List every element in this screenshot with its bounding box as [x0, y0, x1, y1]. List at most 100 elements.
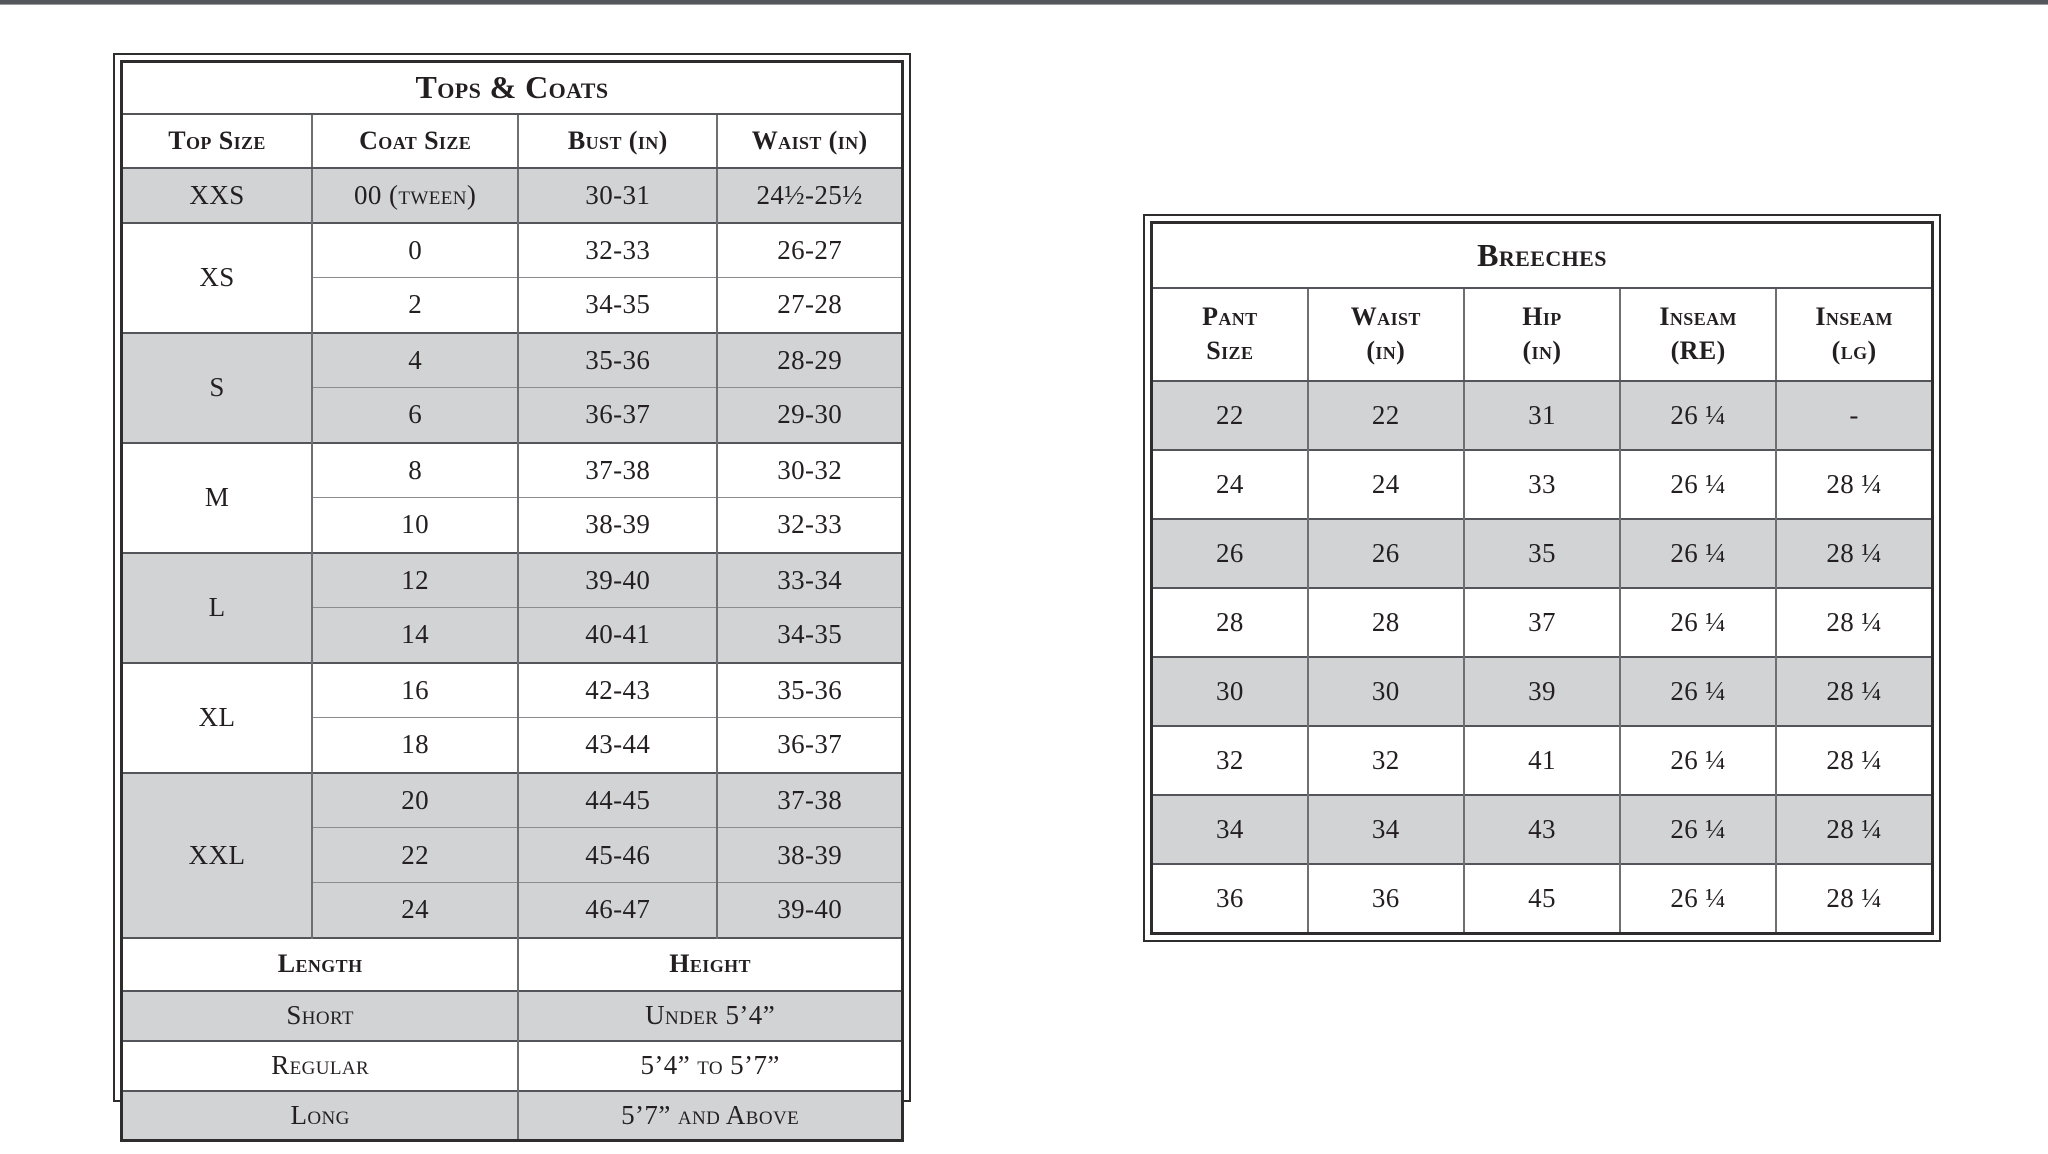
table-cell: -: [1775, 379, 1934, 451]
table-row: XS 0 32-33 26-27: [120, 221, 904, 333]
table-cell: 24: [311, 882, 520, 938]
table-cell: 30: [1306, 656, 1465, 727]
table-row: XL 16 42-43 35-36: [120, 661, 904, 773]
table-cell: 22: [311, 827, 520, 883]
table-cell: 26 ¼: [1619, 863, 1778, 935]
table-cell: 34: [1306, 794, 1465, 865]
column-header: Top Size: [120, 113, 314, 169]
table-cell: 34: [1150, 794, 1309, 865]
table-row: 22 45-46 38-39: [122, 827, 904, 883]
table-cell: 24½-25½: [716, 166, 904, 223]
table-cell: 36: [1150, 863, 1309, 935]
table-cell: 28-29: [716, 331, 904, 388]
column-header-line: (lg): [1831, 336, 1877, 366]
table-cell: 28 ¼: [1775, 656, 1934, 727]
table-cell: 4: [311, 331, 520, 388]
table-cell: 32: [1150, 725, 1309, 796]
table-row: 2 34-35 27-28: [122, 277, 904, 333]
table-cell: 35-36: [716, 661, 904, 718]
table-cell: 24: [1306, 448, 1465, 520]
table-cell: 16: [311, 661, 520, 718]
table-cell: 38-39: [716, 827, 904, 883]
table-row: 22 22 31 26 ¼-: [1150, 379, 1934, 451]
table-row: Regular 5’4” to 5’7”: [120, 1039, 904, 1091]
length-header: Length: [120, 936, 520, 991]
table-cell: 34-35: [517, 277, 719, 333]
table-cell: 26 ¼: [1619, 794, 1778, 865]
breeches-table-frame: Breeches Pant Size Waist (in) Hip (in) Inseam (R…: [1143, 214, 1941, 942]
column-header: Waist (in): [716, 113, 904, 169]
table-cell: 28: [1306, 586, 1465, 658]
table-cell: 12: [311, 551, 520, 608]
table-cell: 2: [311, 277, 520, 333]
page-top-border: [0, 0, 2048, 5]
table-cell: 18: [311, 717, 520, 773]
table-cell: 30-32: [716, 441, 904, 498]
table-row: 28 28 37 26 ¼ 28 ¼: [1150, 586, 1934, 658]
table-cell: 29-30: [716, 387, 904, 443]
column-header-line: Inseam: [1659, 302, 1737, 332]
table-cell: 36-37: [517, 387, 719, 443]
table-row: XXL 20 44-45 37-38: [120, 771, 904, 938]
table-cell: 26-27: [716, 221, 904, 278]
table-cell: 28 ¼: [1775, 448, 1934, 520]
table-cell: 41: [1462, 725, 1622, 796]
table-cell: 26: [1306, 517, 1465, 589]
height-cell: 5’7” and Above: [517, 1089, 904, 1141]
height-cell: 5’4” to 5’7”: [517, 1039, 904, 1091]
column-header: Pant Size: [1150, 287, 1309, 382]
table-cell: 32-33: [716, 497, 904, 553]
column-header: Waist (in): [1306, 287, 1465, 382]
table-cell: 36-37: [716, 717, 904, 773]
tops-coats-table: Tops & Coats Top Size Coat Size Bust (in) Wa…: [120, 60, 904, 1142]
table-cell: 39-40: [517, 551, 719, 608]
table-cell: 10: [311, 497, 520, 553]
table-cell: 26: [1150, 517, 1309, 589]
table-cell: 43: [1462, 794, 1622, 865]
table-cell: 28 ¼: [1775, 863, 1934, 935]
table-row: Breeches: [1150, 221, 1934, 289]
size-group-cell: XXS: [120, 166, 314, 223]
size-group-cell: XXL: [120, 771, 314, 938]
column-header: Coat Size: [311, 113, 520, 169]
table-cell: 35: [1462, 517, 1622, 589]
length-cell: Regular: [120, 1039, 520, 1091]
table-cell: 36: [1306, 863, 1465, 935]
table-row: 6 36-37 29-30: [122, 387, 904, 443]
size-group-cell: XL: [120, 661, 314, 773]
table-cell: 26 ¼: [1619, 725, 1778, 796]
size-group-cell: XS: [120, 221, 314, 333]
table-cell: 27-28: [716, 277, 904, 333]
table-cell: 40-41: [517, 607, 719, 663]
table-cell: 43-44: [517, 717, 719, 773]
table-cell: 42-43: [517, 661, 719, 718]
column-header: Inseam (lg): [1775, 287, 1934, 382]
table-cell: 28 ¼: [1775, 586, 1934, 658]
table-row: 18 43-44 36-37: [122, 717, 904, 773]
length-cell: Short: [120, 989, 520, 1041]
table-cell: 30: [1150, 656, 1309, 727]
table-cell: 22: [1150, 379, 1309, 451]
table-cell: 26 ¼: [1619, 448, 1778, 520]
column-header-line: (in): [1366, 336, 1406, 366]
height-cell: Under 5’4”: [517, 989, 904, 1041]
table-cell: 34-35: [716, 607, 904, 663]
table-row: 36 36 45 26 ¼ 28 ¼: [1150, 863, 1934, 935]
column-header: Hip (in): [1462, 287, 1622, 382]
table-cell: 14: [311, 607, 520, 663]
column-header: Inseam (RE): [1619, 287, 1778, 382]
column-header-line: Waist: [1350, 302, 1421, 332]
table-row: 26 26 35 26 ¼ 28 ¼: [1150, 517, 1934, 589]
size-group-cell: S: [120, 331, 314, 443]
table-row: Tops & Coats: [120, 61, 904, 115]
table-cell: 28: [1150, 586, 1309, 658]
table-cell: 39-40: [716, 882, 904, 938]
table-row: 30 30 39 26 ¼ 28 ¼: [1150, 656, 1934, 727]
table-row: 10 38-39 32-33: [122, 497, 904, 553]
header-row: Top Size Coat Size Bust (in) Waist (in): [120, 113, 904, 169]
table-cell: 39: [1462, 656, 1622, 727]
table-cell: 33: [1462, 448, 1622, 520]
table-row: Short Under 5’4”: [120, 989, 904, 1041]
table-cell: 20: [311, 771, 520, 828]
table-cell: 0: [311, 221, 520, 278]
